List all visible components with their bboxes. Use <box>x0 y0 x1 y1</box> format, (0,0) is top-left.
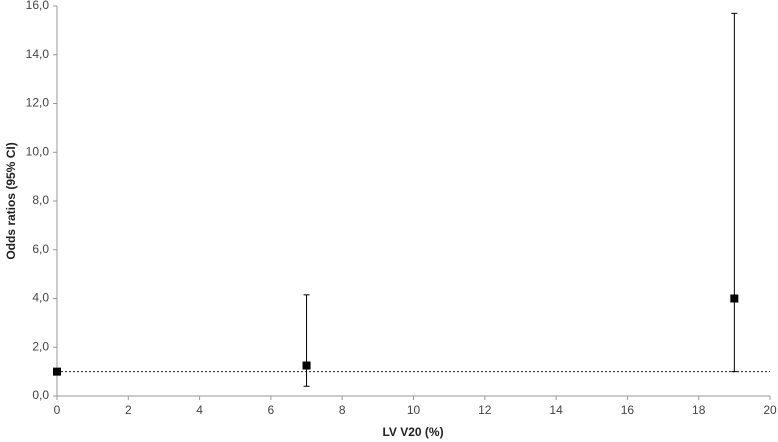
y-axis-title: Odds ratios (95% CI) <box>4 142 18 259</box>
x-tick-label: 16 <box>621 403 635 417</box>
y-tick-label: 6,0 <box>32 242 49 256</box>
x-tick-label: 0 <box>54 403 61 417</box>
y-tick-label: 4,0 <box>32 291 49 305</box>
marker <box>302 361 311 370</box>
y-tick-label: 10,0 <box>26 144 50 158</box>
x-tick-label: 20 <box>763 403 777 417</box>
marker <box>53 367 61 376</box>
x-tick-label: 18 <box>692 403 706 417</box>
y-tick-label: 2,0 <box>32 339 49 353</box>
x-tick-label: 2 <box>125 403 132 417</box>
y-tick-label: 0,0 <box>32 388 49 402</box>
x-tick-label: 8 <box>339 403 346 417</box>
y-tick-label: 16,0 <box>26 0 50 12</box>
x-tick-label: 14 <box>549 403 563 417</box>
x-axis-title: LV V20 (%) <box>382 425 443 439</box>
y-tick-label: 14,0 <box>26 47 50 61</box>
y-tick-label: 8,0 <box>32 193 49 207</box>
y-tick-label: 12,0 <box>26 96 50 110</box>
x-tick-label: 10 <box>407 403 421 417</box>
x-tick-label: 12 <box>478 403 492 417</box>
marker <box>730 294 739 303</box>
x-tick-label: 6 <box>268 403 275 417</box>
x-tick-label: 4 <box>196 403 203 417</box>
